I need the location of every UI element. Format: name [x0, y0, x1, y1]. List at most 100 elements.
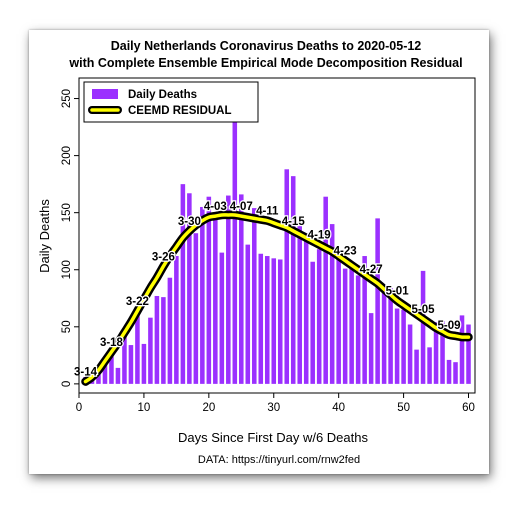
bar-day-14	[167, 277, 173, 384]
legend-label-daily-deaths: Daily Deaths	[128, 89, 197, 101]
date-label-3-30: 3-30	[178, 216, 201, 228]
date-label-4-19: 4-19	[308, 230, 331, 242]
bar-day-49	[394, 308, 400, 384]
date-label-4-23: 4-23	[334, 246, 357, 258]
x-tick-label-40: 40	[332, 402, 345, 414]
bar-day-41	[342, 268, 348, 384]
chart-card: Daily Netherlands Coronavirus Deaths to …	[29, 30, 489, 474]
bar-day-45	[368, 313, 374, 384]
chart: Daily Netherlands Coronavirus Deaths to …	[37, 39, 476, 466]
bar-day-40	[336, 250, 341, 384]
bar-day-22	[219, 252, 225, 384]
y-tick-label-200: 200	[61, 146, 73, 165]
bar-day-36	[310, 261, 315, 384]
bar-day-25	[239, 194, 244, 384]
legend: Daily Deaths CEEMD RESIDUAL	[83, 81, 259, 123]
bar-day-24	[232, 116, 238, 384]
bar-day-52	[414, 349, 419, 384]
bar-day-56	[440, 321, 445, 384]
residual-curve-layer	[81, 210, 473, 386]
date-label-5-05: 5-05	[412, 304, 436, 316]
bar-day-16	[180, 184, 186, 384]
bar-day-26	[245, 244, 251, 384]
bar-day-6	[115, 367, 121, 384]
date-label-5-01: 5-01	[386, 286, 410, 298]
bar-day-15	[174, 256, 179, 384]
date-label-3-26: 3-26	[152, 251, 175, 263]
date-label-5-09: 5-09	[438, 320, 461, 332]
y-axis: 0 50 100 150 200 250	[61, 89, 80, 387]
date-label-3-18: 3-18	[100, 337, 124, 349]
bar-day-31	[277, 259, 283, 384]
x-tick-label-30: 30	[267, 402, 280, 414]
bar-day-38	[323, 196, 328, 384]
bar-day-54	[427, 347, 432, 384]
bar-day-48	[388, 288, 393, 384]
y-tick-label-150: 150	[61, 203, 73, 222]
date-label-4-15: 4-15	[282, 216, 306, 228]
bars-layer	[83, 116, 471, 384]
bar-day-30	[271, 258, 277, 384]
y-tick-label-0: 0	[61, 381, 73, 387]
x-axis: 0 10 20 30 40 50 60	[76, 392, 475, 414]
bar-day-17	[187, 193, 192, 384]
date-label-4-11: 4-11	[256, 206, 279, 218]
legend-swatch-daily-deaths	[92, 89, 118, 99]
date-label-3-14: 3-14	[74, 367, 98, 379]
bar-day-21	[213, 214, 218, 384]
y-tick-label-50: 50	[61, 320, 73, 333]
bar-day-29	[264, 256, 270, 384]
bar-day-51	[407, 324, 413, 384]
bar-day-60	[466, 324, 471, 384]
date-label-4-07: 4-07	[230, 201, 253, 213]
date-label-3-22: 3-22	[126, 296, 149, 308]
legend-box	[83, 81, 259, 123]
bar-day-19	[200, 206, 205, 384]
bar-day-34	[297, 225, 302, 384]
bar-day-55	[433, 322, 439, 384]
bar-day-47	[381, 285, 387, 384]
bar-day-37	[316, 249, 322, 384]
bar-day-4	[102, 361, 108, 384]
bar-day-43	[355, 275, 361, 384]
y-axis-label: Daily Deaths	[37, 199, 52, 273]
bar-day-23	[226, 195, 231, 384]
bar-day-18	[193, 233, 199, 384]
date-labels-layer: 3-14 3-18 3-22 3-26 3-304-03 4-07 4-114-154-19…	[73, 200, 462, 380]
bar-day-32	[284, 169, 290, 384]
bar-day-44	[362, 256, 367, 384]
bar-day-10	[141, 343, 147, 384]
bar-day-20	[206, 196, 212, 384]
bar-day-33	[290, 176, 296, 384]
bar-day-58	[453, 362, 458, 384]
bar-day-50	[401, 309, 406, 384]
residual-curve	[83, 213, 471, 384]
bar-day-46	[375, 218, 380, 384]
chart-subtitle: with Complete Ensemble Empirical Mode De…	[68, 56, 462, 70]
x-tick-label-0: 0	[76, 402, 82, 414]
bar-day-59	[459, 315, 465, 384]
date-label-4-03: 4-03	[204, 201, 227, 213]
bar-day-35	[303, 234, 309, 384]
chart-title: Daily Netherlands Coronavirus Deaths to …	[111, 39, 422, 53]
bar-day-39	[329, 224, 335, 384]
bar-day-42	[349, 268, 354, 384]
bar-day-8	[128, 345, 134, 384]
bar-day-5	[109, 356, 114, 384]
bar-day-12	[154, 295, 160, 384]
legend-label-residual: CEEMD RESIDUAL	[128, 105, 232, 117]
bar-day-57	[446, 359, 452, 384]
x-axis-label: Days Since First Day w/6 Deaths	[178, 430, 369, 445]
y-tick-label-250: 250	[61, 89, 73, 108]
date-label-4-27: 4-27	[360, 264, 383, 276]
bar-day-27	[252, 208, 257, 384]
x-tick-label-20: 20	[202, 402, 215, 414]
x-tick-label-10: 10	[138, 402, 151, 414]
bar-day-9	[135, 311, 140, 384]
y-tick-label-100: 100	[61, 260, 73, 279]
bar-day-7	[122, 334, 127, 384]
bar-day-28	[258, 253, 264, 384]
x-tick-label-50: 50	[397, 402, 410, 414]
bar-day-11	[148, 317, 153, 384]
bar-day-53	[420, 270, 426, 384]
